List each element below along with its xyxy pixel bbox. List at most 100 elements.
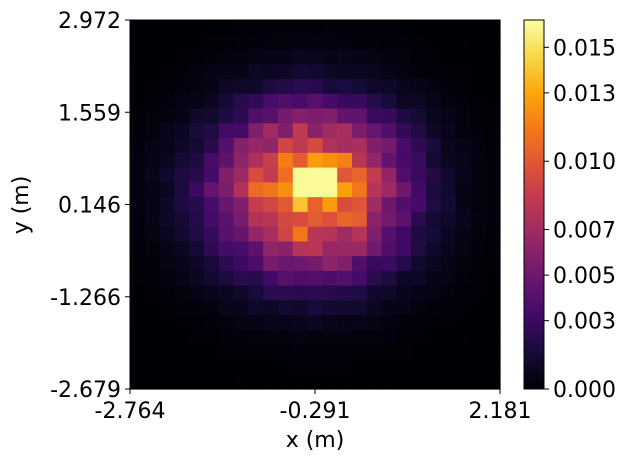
- heatmap-cell: [337, 93, 353, 110]
- heatmap-cell: [218, 108, 235, 124]
- heatmap-cell: [381, 123, 397, 139]
- heatmap-cell: [440, 344, 457, 361]
- heatmap-cell: [204, 167, 220, 183]
- heatmap-cell: [322, 315, 338, 331]
- heatmap-cell: [218, 34, 235, 51]
- heatmap-cell: [204, 93, 220, 110]
- heatmap-cell: [322, 270, 338, 287]
- heatmap-cell: [352, 49, 368, 65]
- heatmap-cell: [174, 108, 190, 124]
- heatmap-cell: [470, 211, 486, 228]
- heatmap-cell: [218, 329, 235, 346]
- x-axis-label: x (m): [286, 428, 345, 453]
- heatmap-cell: [174, 123, 190, 139]
- heatmap-cell: [455, 64, 471, 80]
- heatmap-cell: [174, 34, 190, 51]
- heatmap-cell: [307, 79, 323, 95]
- heatmap-cell: [144, 93, 161, 110]
- heatmap-cell: [440, 123, 457, 139]
- heatmap-cell: [292, 34, 309, 51]
- heatmap-cell: [426, 359, 442, 375]
- heatmap-cell: [204, 152, 220, 169]
- heatmap-cell: [307, 359, 323, 375]
- heatmap-cell: [292, 226, 309, 242]
- heatmap-cell: [248, 256, 264, 272]
- heatmap-cell: [366, 197, 383, 213]
- heatmap-cell: [204, 79, 220, 95]
- heatmap-cell: [248, 329, 264, 346]
- colorbar-tick-label: 0.007: [553, 219, 616, 244]
- heatmap-cell: [485, 285, 501, 302]
- heatmap-cell: [292, 64, 309, 80]
- heatmap-cell: [485, 79, 501, 95]
- heatmap-cell: [144, 270, 161, 287]
- heatmap-cell: [159, 285, 175, 302]
- heatmap-cell: [278, 374, 294, 390]
- heatmap-cell: [381, 241, 397, 257]
- heatmap-cell: [366, 359, 383, 375]
- colorbar-tick-label: 0.005: [553, 264, 616, 289]
- heatmap-cell: [307, 138, 323, 154]
- heatmap-cell: [263, 123, 279, 139]
- heatmap-cell: [322, 300, 338, 316]
- heatmap-cell: [352, 329, 368, 346]
- heatmap-cell: [485, 270, 501, 287]
- heatmap-cell: [426, 300, 442, 316]
- heatmap-cell: [426, 211, 442, 228]
- heatmap-cell: [292, 93, 309, 110]
- heatmap-cell: [455, 270, 471, 287]
- heatmap-cell: [218, 270, 235, 287]
- heatmap-cell: [263, 344, 279, 361]
- heatmap-cell: [218, 138, 235, 154]
- heatmap-cell: [263, 315, 279, 331]
- heatmap-cell: [263, 226, 279, 242]
- y-tick-label: 0.146: [58, 194, 121, 219]
- heatmap-cell: [233, 374, 249, 390]
- heatmap-cell: [352, 152, 368, 169]
- heatmap-cell: [352, 241, 368, 257]
- heatmap-cell: [130, 197, 146, 213]
- heatmap-cell: [440, 374, 457, 390]
- heatmap-cell: [204, 359, 220, 375]
- heatmap-cell: [426, 344, 442, 361]
- heatmap-cell: [174, 64, 190, 80]
- heatmap-cell: [337, 108, 353, 124]
- heatmap-cell: [307, 315, 323, 331]
- heatmap-cell: [189, 167, 205, 183]
- heatmap-cell: [322, 329, 338, 346]
- heatmap-cell: [144, 34, 161, 51]
- heatmap-cell: [485, 300, 501, 316]
- heatmap-cell: [470, 108, 486, 124]
- heatmap-cell: [366, 93, 383, 110]
- heatmap-cell: [322, 241, 338, 257]
- heatmap-cell: [470, 270, 486, 287]
- heatmap-cell: [144, 285, 161, 302]
- heatmap-cell: [411, 64, 427, 80]
- heatmap-cell: [366, 315, 383, 331]
- heatmap-cell: [352, 344, 368, 361]
- heatmap-cell: [278, 93, 294, 110]
- heatmap-cell: [189, 123, 205, 139]
- heatmap-cell: [292, 182, 309, 198]
- heatmap-cell: [352, 256, 368, 272]
- heatmap-cell: [278, 64, 294, 80]
- heatmap-cell: [263, 285, 279, 302]
- heatmap-cell: [233, 108, 249, 124]
- heatmap-cell: [307, 34, 323, 51]
- heatmap-cell: [189, 256, 205, 272]
- heatmap-cell: [307, 270, 323, 287]
- heatmap-cell: [470, 34, 486, 51]
- heatmap-cell: [381, 315, 397, 331]
- heatmap-cell: [307, 64, 323, 80]
- heatmap-cell: [144, 300, 161, 316]
- heatmap-cell: [130, 93, 146, 110]
- heatmap-cell: [144, 256, 161, 272]
- x-tick-label: -2.764: [95, 399, 166, 424]
- heatmap-cell: [174, 152, 190, 169]
- heatmap-cell: [218, 182, 235, 198]
- heatmap-cell: [455, 167, 471, 183]
- heatmap-cell: [189, 34, 205, 51]
- heatmap-cell: [337, 329, 353, 346]
- heatmap-cell: [455, 93, 471, 110]
- heatmap-cell: [159, 329, 175, 346]
